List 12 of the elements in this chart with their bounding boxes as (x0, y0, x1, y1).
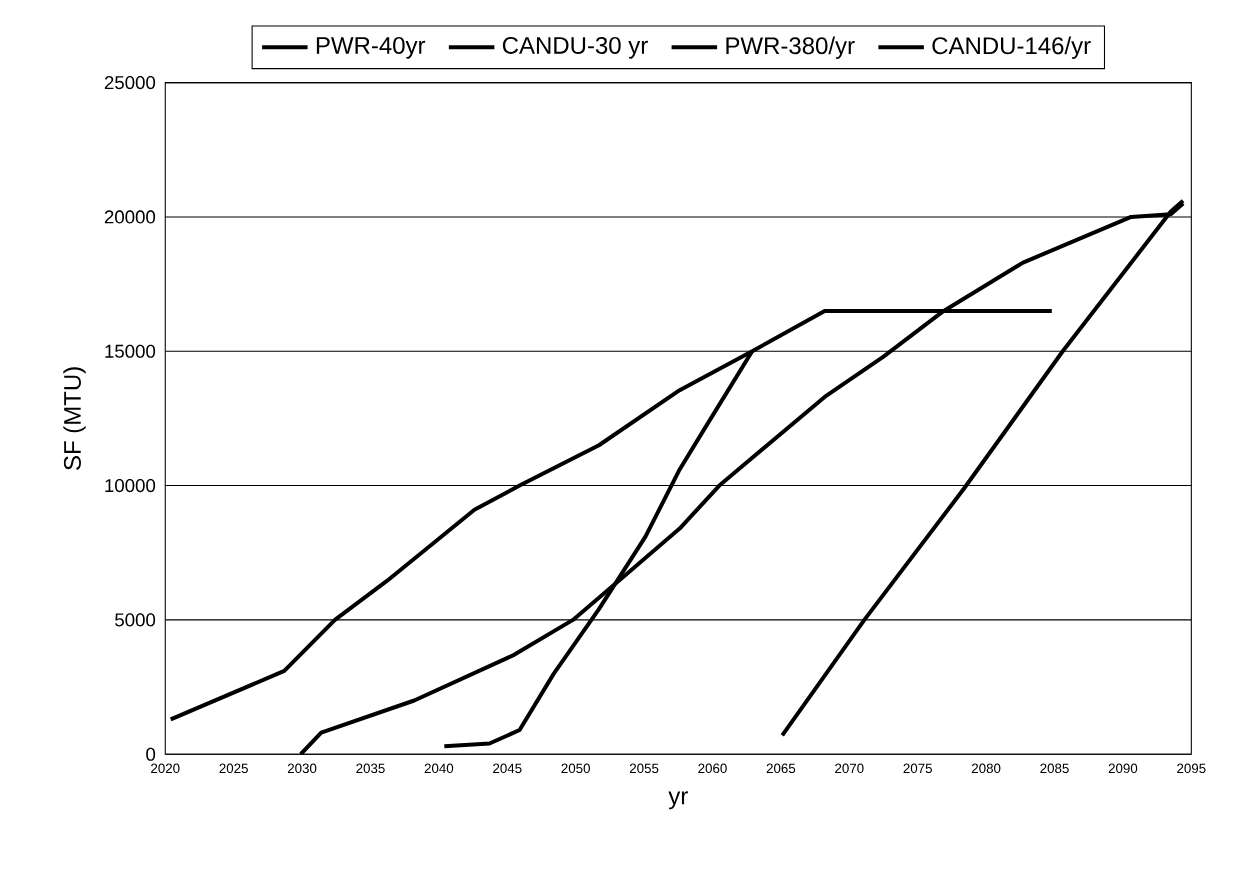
y-tick-label: 25000 (104, 75, 156, 90)
legend-label: CANDU-146/yr (932, 36, 1091, 59)
y-axis-title: SF (MTU) (63, 367, 86, 470)
y-tick-label: 20000 (104, 210, 156, 224)
legend-label: PWR-380/yr (726, 36, 855, 59)
legend-label: PWR-40yr (316, 36, 426, 59)
x-axis-title: yr (668, 791, 688, 810)
legend-label: CANDU-30 yr (502, 36, 648, 59)
y-tick-label: 5000 (115, 613, 156, 627)
y-tick-label: 0 (146, 747, 156, 761)
y-tick-label: 10000 (105, 478, 156, 493)
y-tick-label: 15000 (105, 344, 156, 358)
